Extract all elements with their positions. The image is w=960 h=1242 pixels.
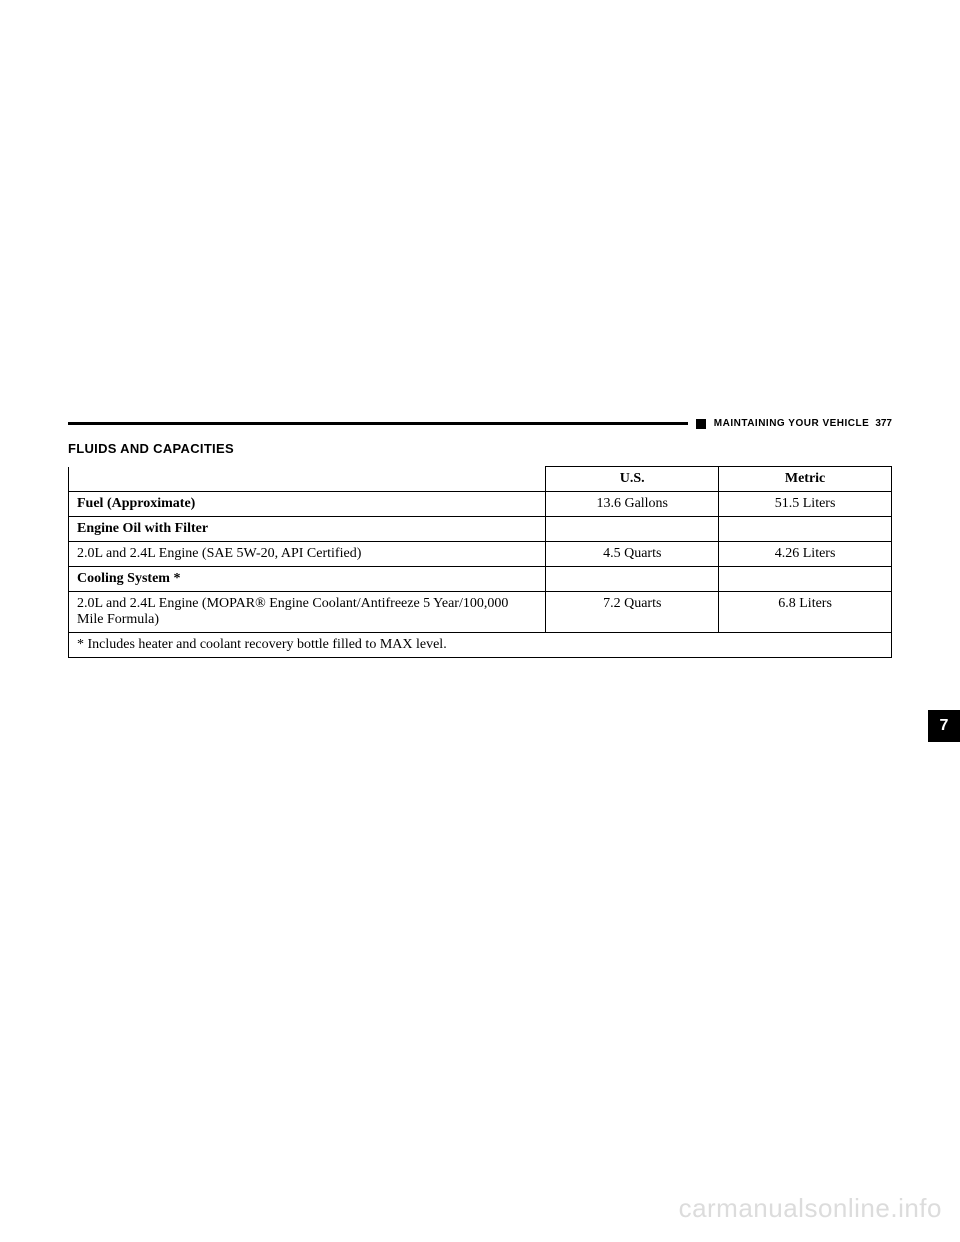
table-header-metric: Metric (719, 467, 892, 492)
page-number: 377 (875, 418, 892, 429)
side-tab: 7 (928, 710, 960, 742)
table-header-row: U.S. Metric (69, 467, 892, 492)
table-cell-label: Fuel (Approximate) (69, 492, 546, 517)
table-row: 2.0L and 2.4L Engine (SAE 5W-20, API Cer… (69, 542, 892, 567)
table-cell-us: 7.2 Quarts (546, 592, 719, 633)
table-header-us: U.S. (546, 467, 719, 492)
header-line: MAINTAINING YOUR VEHICLE 377 (68, 418, 892, 429)
table-row: Cooling System * (69, 567, 892, 592)
table-cell-label: 2.0L and 2.4L Engine (MOPAR® Engine Cool… (69, 592, 546, 633)
table-cell-us: 4.5 Quarts (546, 542, 719, 567)
header-marker (696, 419, 706, 429)
table-cell-us (546, 517, 719, 542)
table-cell-metric: 6.8 Liters (719, 592, 892, 633)
table-row: Fuel (Approximate) 13.6 Gallons 51.5 Lit… (69, 492, 892, 517)
table-cell-metric (719, 517, 892, 542)
table-row: 2.0L and 2.4L Engine (MOPAR® Engine Cool… (69, 592, 892, 633)
watermark: carmanualsonline.info (679, 1193, 942, 1224)
header-section-text: MAINTAINING YOUR VEHICLE (714, 418, 870, 429)
table-cell-metric: 4.26 Liters (719, 542, 892, 567)
table-cell-us (546, 567, 719, 592)
table-cell-metric (719, 567, 892, 592)
page-content: MAINTAINING YOUR VEHICLE 377 FLUIDS AND … (68, 418, 892, 658)
table-footnote: * Includes heater and coolant recovery b… (69, 633, 892, 658)
section-title: FLUIDS AND CAPACITIES (68, 441, 892, 456)
table-footnote-row: * Includes heater and coolant recovery b… (69, 633, 892, 658)
fluids-table: U.S. Metric Fuel (Approximate) 13.6 Gall… (68, 466, 892, 658)
table-row: Engine Oil with Filter (69, 517, 892, 542)
table-cell-label: Cooling System * (69, 567, 546, 592)
header-rule (68, 422, 688, 425)
table-header-empty (69, 467, 546, 492)
table-cell-label: Engine Oil with Filter (69, 517, 546, 542)
table-cell-metric: 51.5 Liters (719, 492, 892, 517)
table-cell-label: 2.0L and 2.4L Engine (SAE 5W-20, API Cer… (69, 542, 546, 567)
table-cell-us: 13.6 Gallons (546, 492, 719, 517)
